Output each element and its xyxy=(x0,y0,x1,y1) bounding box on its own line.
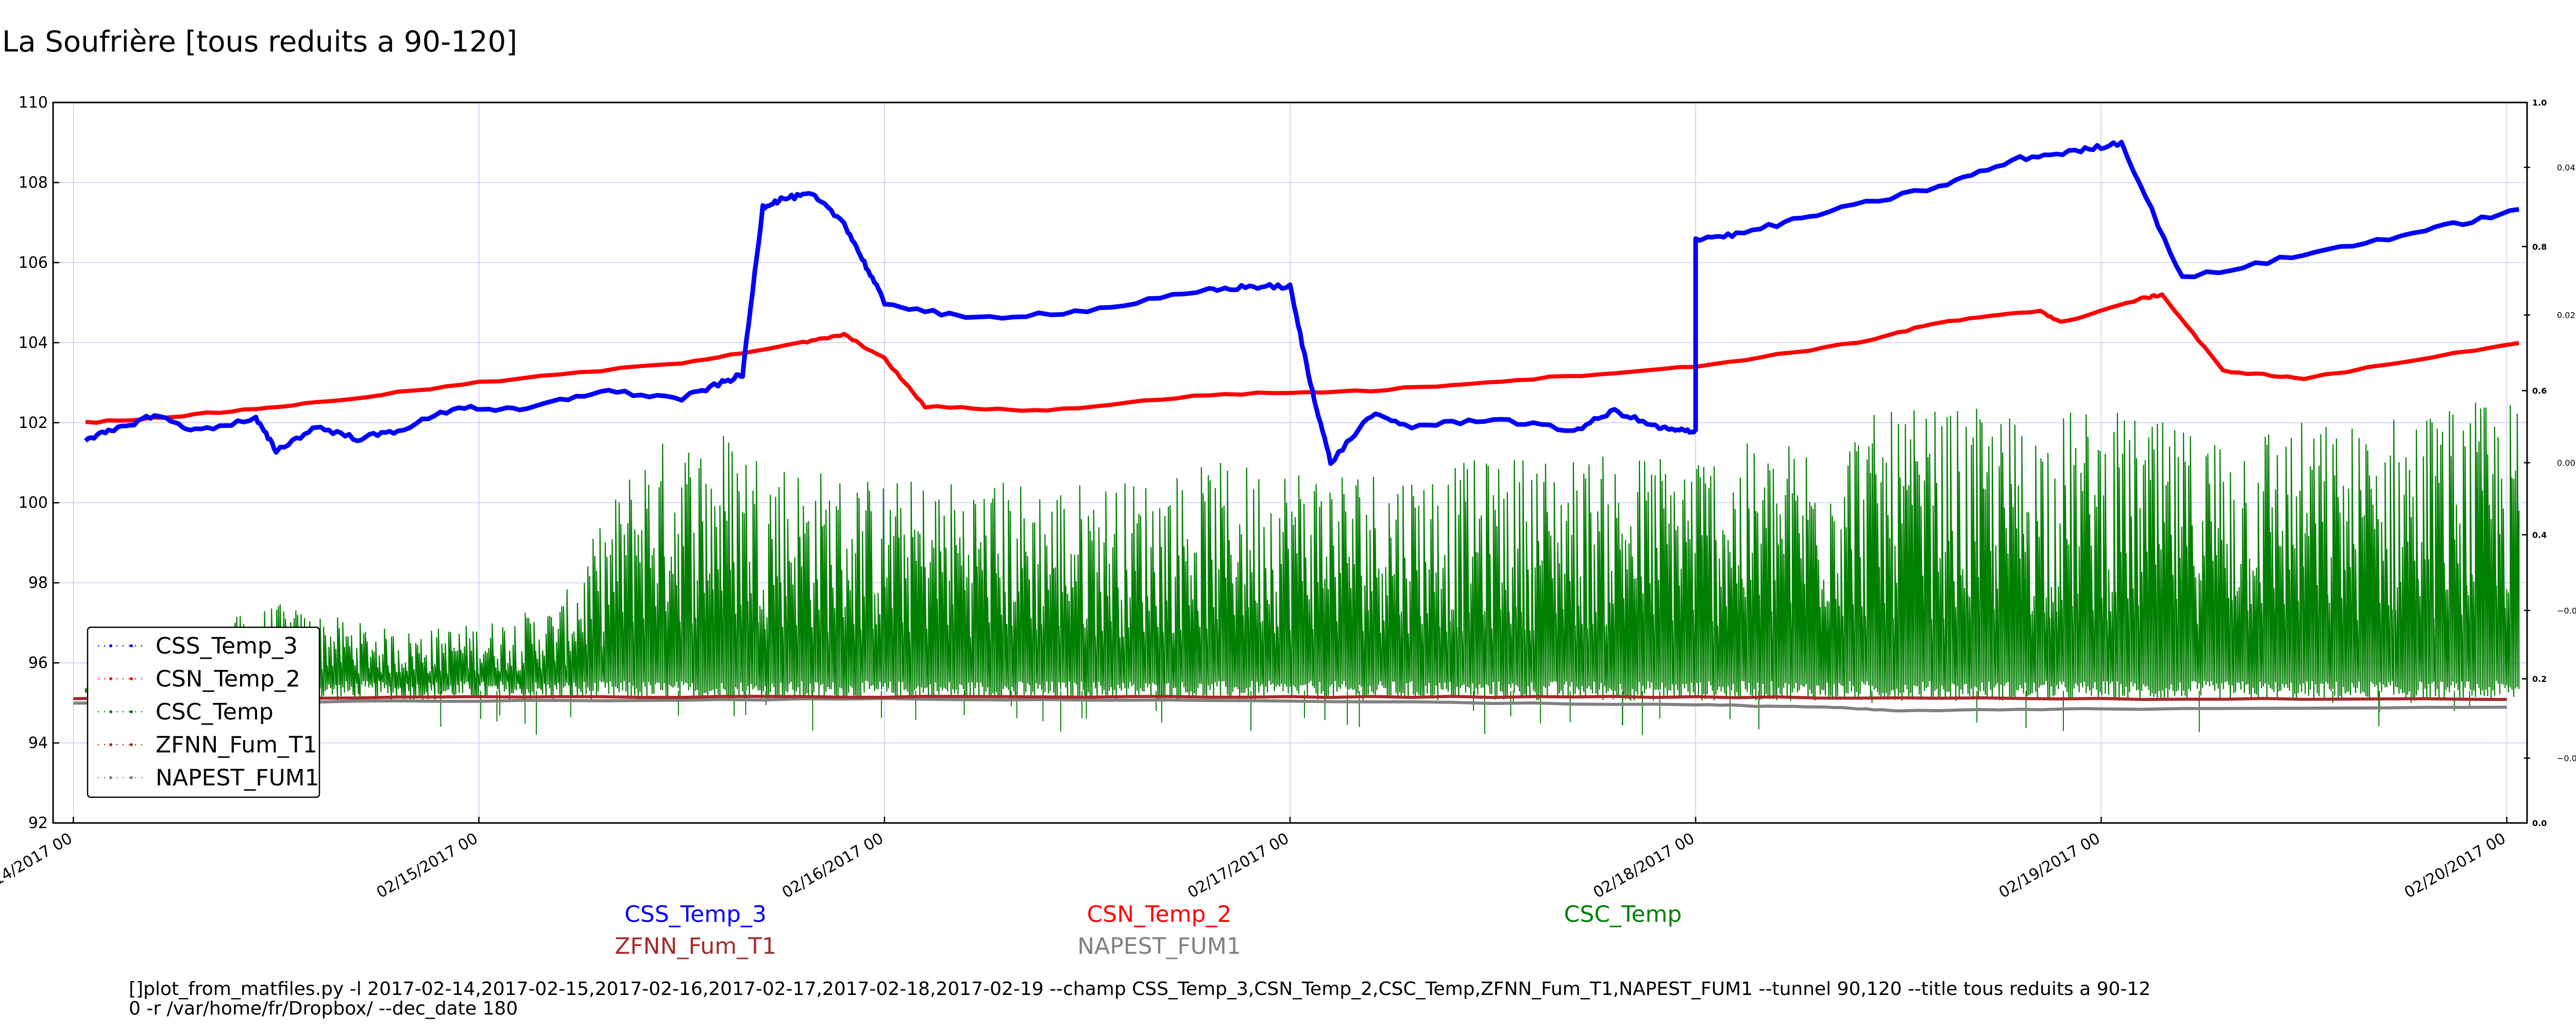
legend-label: CSS_Temp_3 xyxy=(156,633,298,659)
series-names-below: CSS_Temp_3 CSN_Temp_2 CSC_Temp ZFNN_Fum_T1 N… xyxy=(615,901,1682,959)
series-css-temp-3 xyxy=(83,140,2519,466)
inner-right-tick-label: 0.04 xyxy=(2557,163,2575,173)
y-tick-label: 106 xyxy=(19,254,48,272)
y-tick-label: 110 xyxy=(19,94,48,112)
inner-right-tick-label: 0.02 xyxy=(2557,311,2575,320)
axes: 92 94 96 98 100 102 104 106 108 110 02/14/2017 00 0… xyxy=(0,94,2576,902)
legend-marker xyxy=(130,710,133,713)
right-tick-label: 0.6 xyxy=(2532,386,2547,396)
series-csn-temp-2 xyxy=(85,292,2519,425)
csc-temp-line xyxy=(84,402,2520,701)
legend-label: CSN_Temp_2 xyxy=(156,666,300,692)
series-name-label: CSC_Temp xyxy=(1564,901,1682,928)
y-tick-label: 104 xyxy=(19,334,48,352)
legend-box xyxy=(87,626,320,798)
command-line-2: 0 -r /var/home/fr/Dropbox/ --dec_date 18… xyxy=(129,998,518,1019)
series-name-label: CSS_Temp_3 xyxy=(624,901,767,928)
csn-temp-2-line xyxy=(85,292,2519,425)
y-tick-label: 108 xyxy=(19,174,48,192)
command-line: []plot_from_matfiles.py -l 2017-02-14,20… xyxy=(129,978,2150,1019)
series-napest-fum1 xyxy=(73,697,2507,713)
y-tick-label: 100 xyxy=(19,494,48,512)
series-name-label: NAPEST_FUM1 xyxy=(1077,933,1241,959)
y-tick-label: 102 xyxy=(19,414,48,432)
legend-label: CSC_Temp xyxy=(156,699,274,725)
x-tick-label: 02/17/2017 00 xyxy=(1184,830,1292,902)
legend-label: NAPEST_FUM1 xyxy=(156,765,319,791)
series-layer xyxy=(73,140,2520,735)
x-tick-label: 02/20/2017 00 xyxy=(2401,830,2509,902)
inner-right-tick-label: −0.04 xyxy=(2557,753,2576,763)
legend-marker xyxy=(109,776,112,779)
legend-marker xyxy=(109,743,112,746)
inner-right-tick-label: 0.00 xyxy=(2557,458,2575,468)
legend-marker xyxy=(130,776,133,779)
legend-marker xyxy=(109,644,112,647)
y-tick-label: 92 xyxy=(28,814,48,832)
series-zfnn-fum-t1 xyxy=(73,695,2507,701)
command-line-1: []plot_from_matfiles.py -l 2017-02-14,20… xyxy=(129,978,2150,1000)
css-temp-3-line xyxy=(83,140,2519,466)
inner-right-tick-label: −0.02 xyxy=(2557,606,2576,615)
x-tick-label: 02/16/2017 00 xyxy=(779,830,887,902)
legend: CSS_Temp_3 CSN_Temp_2 CSC_Temp ZFNN_Fum_T1 N… xyxy=(87,626,320,798)
y-tick-label: 96 xyxy=(28,654,48,672)
legend-marker xyxy=(109,710,112,713)
series-name-label: ZFNN_Fum_T1 xyxy=(615,933,776,959)
x-tick-label: 02/14/2017 00 xyxy=(0,830,75,902)
napest-fum1-line xyxy=(73,697,2507,713)
x-tick-label: 02/15/2017 00 xyxy=(374,830,481,902)
series-name-label: CSN_Temp_2 xyxy=(1087,901,1232,928)
right-tick-label: 0.2 xyxy=(2532,674,2547,684)
legend-marker xyxy=(130,743,133,746)
x-tick-label: 02/18/2017 00 xyxy=(1590,830,1698,902)
chart-title: La Soufrière [tous reduits a 90-120] xyxy=(2,25,517,59)
x-tick-label: 02/19/2017 00 xyxy=(1996,830,2104,902)
right-tick-label: 1.0 xyxy=(2532,98,2547,108)
series-csc-temp xyxy=(84,402,2520,735)
legend-marker xyxy=(109,677,112,680)
y-tick-label: 98 xyxy=(28,574,48,592)
zfnn-fum-t1-line xyxy=(73,695,2507,701)
legend-marker xyxy=(130,644,133,647)
right-tick-label: 0.0 xyxy=(2532,818,2547,828)
legend-label: ZFNN_Fum_T1 xyxy=(156,732,317,758)
right-tick-label: 0.8 xyxy=(2532,242,2547,252)
legend-marker xyxy=(130,677,133,680)
right-tick-label: 0.4 xyxy=(2532,530,2547,540)
y-tick-label: 94 xyxy=(28,734,48,752)
grid xyxy=(53,102,2527,823)
